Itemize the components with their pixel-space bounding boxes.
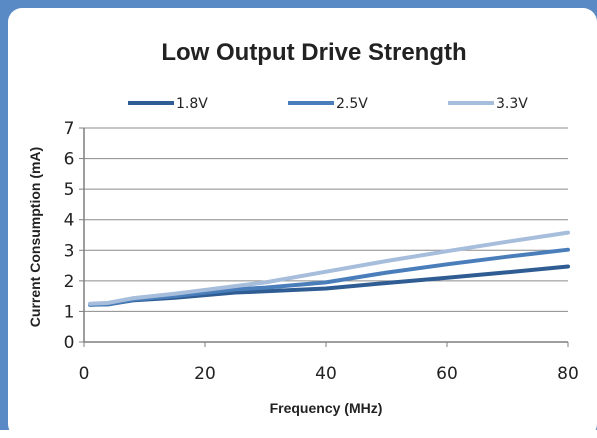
y-tick-label: 3 <box>64 241 75 261</box>
legend-label-3.3V: 3.3V <box>496 96 528 112</box>
series-lines <box>88 230 570 307</box>
legend-label-2.5V: 2.5V <box>336 96 368 112</box>
y-axis-label: Current Consumption (mA) <box>27 147 43 327</box>
legend: 1.8V 2.5V 3.3V <box>128 96 528 112</box>
x-tick-label: 0 <box>79 364 90 384</box>
y-tick-label: 4 <box>64 211 75 231</box>
x-axis-label: Frequency (MHz) <box>270 400 383 416</box>
y-tick-label: 5 <box>64 180 75 200</box>
chart-area <box>8 8 597 438</box>
gridlines <box>84 127 568 312</box>
chart-title: Low Output Drive Strength <box>161 39 466 66</box>
x-tick-label: 80 <box>557 364 579 384</box>
y-tick-label: 0 <box>64 333 75 353</box>
axes: 0 1 2 3 4 5 6 7 0 20 40 60 80 <box>64 119 579 384</box>
y-tick-label: 6 <box>64 150 75 170</box>
y-tick-label: 7 <box>64 119 75 139</box>
y-tick-label: 1 <box>64 302 75 322</box>
x-tick-label: 20 <box>194 364 216 384</box>
x-tick-label: 60 <box>436 364 458 384</box>
series-line-3.3V <box>88 230 570 306</box>
y-tick-label: 2 <box>64 272 75 292</box>
x-tick-label: 40 <box>315 364 337 384</box>
legend-label-1.8V: 1.8V <box>176 96 208 112</box>
